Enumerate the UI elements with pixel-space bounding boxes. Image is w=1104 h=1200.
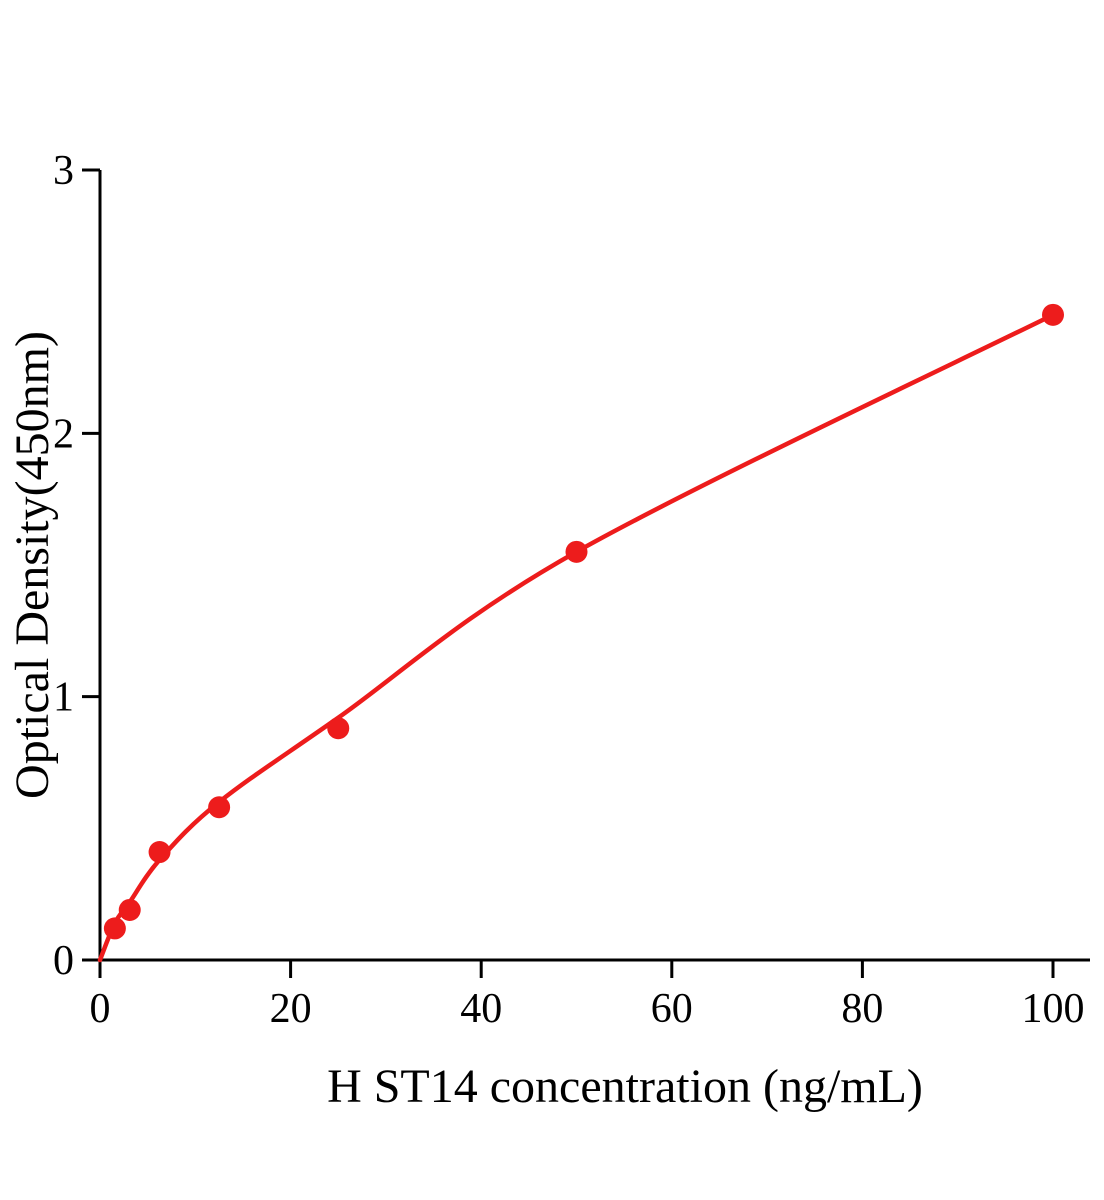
- y-tick-label: 0: [53, 938, 74, 984]
- x-tick-label: 40: [460, 986, 502, 1032]
- y-tick-label: 3: [53, 148, 74, 194]
- data-point: [1042, 303, 1064, 326]
- x-tick-label: 0: [90, 986, 111, 1032]
- data-point: [103, 917, 126, 940]
- fit-curve: [97, 312, 1056, 963]
- x-tick-label: 80: [841, 986, 883, 1032]
- x-tick-label: 100: [1022, 986, 1085, 1032]
- y-tick-label: 2: [53, 411, 74, 457]
- x-tick-label: 20: [270, 986, 312, 1032]
- x-axis-label: H ST14 concentration (ng/mL): [327, 1060, 923, 1113]
- data-point: [208, 796, 231, 819]
- y-axis-label: Optical Density(450nm): [6, 331, 59, 799]
- data-point: [118, 898, 141, 921]
- y-tick-label: 1: [53, 675, 74, 721]
- x-tick-label: 60: [651, 986, 693, 1032]
- data-point: [327, 717, 350, 740]
- data-point: [565, 540, 588, 563]
- data-point: [148, 841, 171, 864]
- chart-plot-area: 0 20 40 60 80 100 0 1 2 3: [53, 148, 1090, 1032]
